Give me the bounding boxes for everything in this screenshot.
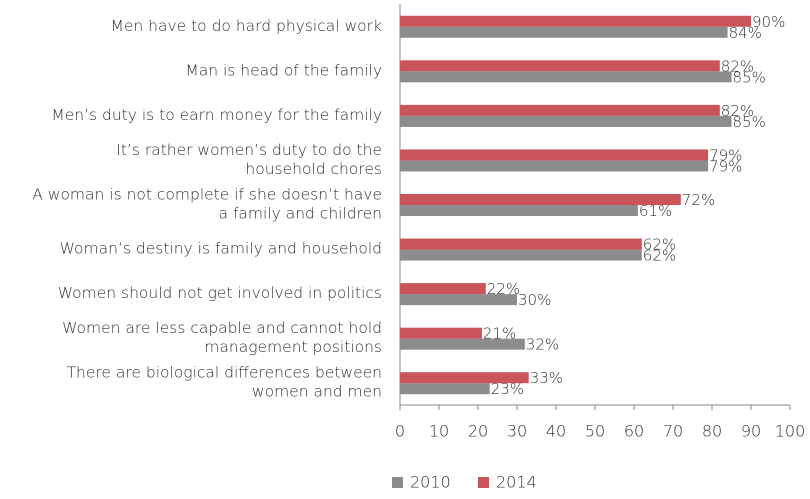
bar	[400, 372, 529, 384]
category-label: a family and children	[219, 205, 382, 223]
bar	[400, 249, 642, 261]
bar	[400, 149, 709, 161]
x-tick-label: 0	[395, 422, 405, 441]
x-tick-label: 80	[702, 422, 722, 441]
bar	[400, 115, 732, 127]
bar	[400, 283, 486, 295]
category-label: management positions	[204, 338, 382, 356]
bar	[400, 194, 681, 205]
value-label: 85%	[733, 68, 766, 86]
value-label: 82%	[721, 57, 754, 75]
legend-label: 2010	[410, 473, 451, 492]
bar	[400, 60, 720, 72]
x-tick-label: 70	[663, 422, 683, 441]
value-label: 30%	[518, 291, 551, 309]
category-label: Woman’s destiny is family and household	[60, 240, 382, 258]
value-label: 79%	[709, 157, 742, 175]
category-label: household chores	[245, 160, 382, 178]
bar	[400, 71, 732, 83]
bar	[400, 383, 490, 395]
value-label: 22%	[487, 280, 520, 298]
bar	[400, 238, 642, 250]
bar	[400, 338, 525, 350]
value-label: 62%	[643, 236, 676, 254]
value-label: 32%	[526, 336, 559, 354]
bar	[400, 104, 720, 116]
x-tick-label: 90	[741, 422, 761, 441]
value-label: 72%	[682, 191, 715, 209]
value-label: 61%	[639, 202, 672, 220]
category-label: women and men	[252, 383, 382, 401]
x-tick-label: 60	[624, 422, 644, 441]
category-label: Men have to do hard physical work	[110, 17, 382, 35]
x-tick-label: 30	[507, 422, 527, 441]
category-label: Women should not get involved in politic…	[58, 284, 382, 302]
bar	[400, 26, 728, 38]
bar	[400, 205, 638, 216]
value-label: 82%	[721, 102, 754, 120]
value-label: 23%	[491, 380, 524, 398]
category-label: Women are less capable and cannot hold	[62, 319, 382, 337]
category-label: There are biological differences between	[67, 364, 382, 382]
value-label: 33%	[530, 369, 563, 387]
x-tick-label: 20	[468, 422, 488, 441]
bar	[400, 327, 482, 339]
value-label: 79%	[709, 146, 742, 164]
bar	[400, 15, 751, 27]
x-tick-label: 100	[775, 422, 806, 441]
category-label: Men’s duty is to earn money for the fami…	[51, 106, 382, 124]
x-tick-label: 50	[585, 422, 605, 441]
bar	[400, 294, 517, 306]
x-tick-label: 10	[429, 422, 449, 441]
value-label: 85%	[733, 113, 766, 131]
legend-swatch	[392, 477, 403, 488]
legend-label: 2014	[496, 473, 537, 492]
value-label: 84%	[729, 24, 762, 42]
value-label: 62%	[643, 247, 676, 265]
category-label: It’s rather women’s duty to do the	[116, 141, 382, 159]
bar	[400, 160, 709, 172]
value-label: 21%	[483, 325, 516, 343]
category-label: A woman is not complete if she doesn’t h…	[32, 186, 382, 204]
legend-swatch	[478, 477, 489, 488]
value-label: 90%	[752, 13, 785, 31]
x-tick-label: 40	[546, 422, 566, 441]
category-label: Man is head of the family	[185, 61, 382, 79]
